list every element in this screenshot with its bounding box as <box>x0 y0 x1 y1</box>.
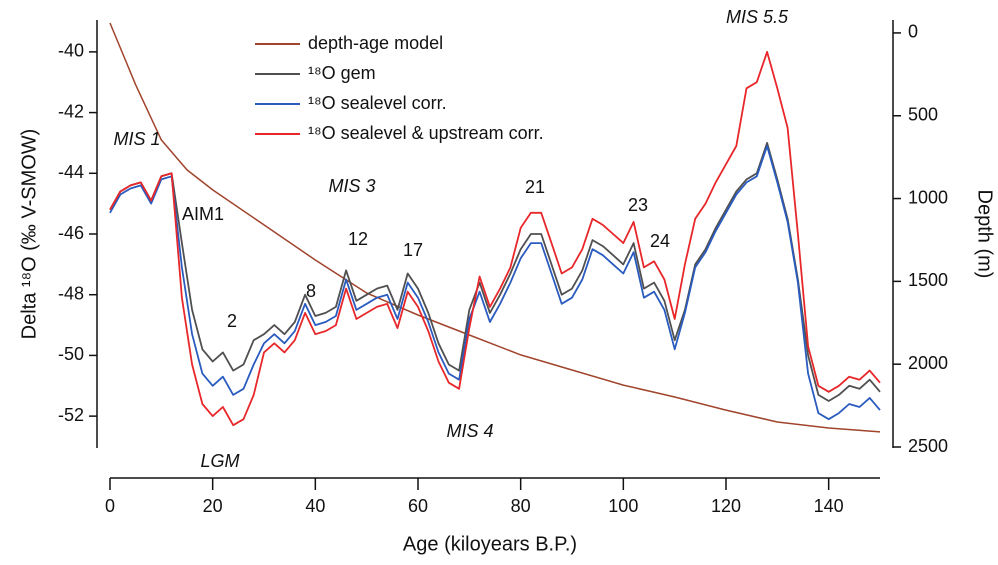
annotation: 21 <box>525 177 545 197</box>
series-line <box>109 51 881 427</box>
y2-tick-label: 500 <box>908 104 938 124</box>
y-tick-label: -42 <box>58 101 84 121</box>
y2-tick-label: 1500 <box>908 270 948 290</box>
series-line <box>109 22 881 433</box>
x-tick-label: 80 <box>511 496 531 516</box>
annotation: LGM <box>200 451 239 471</box>
annotation: 23 <box>628 195 648 215</box>
annotation: 17 <box>403 240 423 260</box>
y2-tick-label: 2500 <box>908 436 948 456</box>
y-tick-label: -46 <box>58 223 84 243</box>
legend-label: ¹⁸O sealevel corr. <box>308 93 447 113</box>
y2-axis-title: Depth (m) <box>974 190 996 279</box>
y-tick-label: -48 <box>58 283 84 303</box>
annotation: MIS 5.5 <box>726 7 789 27</box>
x-tick-label: 100 <box>608 496 638 516</box>
y-tick-label: -52 <box>58 405 84 425</box>
y2-tick-label: 2000 <box>908 353 948 373</box>
y-axis-title: Delta ¹⁸O (‰ V-SMOW) <box>18 129 40 340</box>
annotation: 24 <box>650 231 670 251</box>
annotation: 12 <box>348 229 368 249</box>
series-line <box>109 141 881 402</box>
annotation: AIM1 <box>182 204 224 224</box>
x-tick-label: 20 <box>203 496 223 516</box>
y2-tick-label: 0 <box>908 22 918 42</box>
x-tick-label: 0 <box>105 496 115 516</box>
annotation: MIS 3 <box>328 176 375 196</box>
x-tick-label: 120 <box>711 496 741 516</box>
x-axis-title: Age (kiloyears B.P.) <box>403 533 577 555</box>
x-tick-label: 60 <box>408 496 428 516</box>
x-tick-label: 140 <box>814 496 844 516</box>
legend-label: ¹⁸O sealevel & upstream corr. <box>308 123 544 143</box>
legend-label: depth-age model <box>308 33 443 53</box>
y-tick-label: -44 <box>58 162 84 182</box>
series-line <box>109 145 881 421</box>
y2-tick-label: 1000 <box>908 187 948 207</box>
annotation: MIS 1 <box>113 129 160 149</box>
annotation: MIS 4 <box>446 421 493 441</box>
annotation: 8 <box>306 281 316 301</box>
y-tick-label: -40 <box>58 41 84 61</box>
annotation: 2 <box>227 311 237 331</box>
y-tick-label: -50 <box>58 344 84 364</box>
x-tick-label: 40 <box>305 496 325 516</box>
legend-label: ¹⁸O gem <box>308 63 376 83</box>
